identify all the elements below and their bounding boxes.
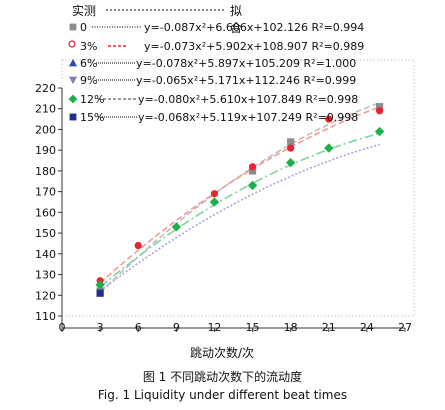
legend-equation-12: y=-0.080x²+5.610x+107.849 R²=0.998: [138, 93, 359, 106]
legend-marker: [68, 76, 78, 85]
legend-label-3: 3%: [80, 40, 98, 53]
x-tick-label: 0: [59, 321, 66, 334]
data-point-3pct: [210, 190, 219, 198]
legend-equation-0: y=-0.087x²+6.606x+102.126 R²=0.994: [144, 21, 365, 34]
data-point-3pct: [325, 115, 333, 123]
figure-caption-english: Fig. 1 Liquidity under different beat ti…: [97, 388, 348, 402]
legend-header-fitted: 拟合: [230, 4, 243, 35]
legend-header-measured: 实测: [72, 4, 97, 18]
data-point-3pct: [375, 107, 384, 115]
x-axis: 0 3 6 9 12 15 18 21 24 27: [59, 316, 412, 334]
legend-label-6: 6%: [80, 57, 98, 70]
legend-equation-6: y=-0.078x²+5.897x+105.209 R²=1.000: [136, 57, 357, 70]
x-tick-label: 15: [246, 321, 260, 334]
plot-area-border: [61, 59, 415, 317]
x-tick-label: 9: [173, 321, 180, 334]
legend-marker: [68, 94, 78, 104]
data-point-12pct: [209, 197, 220, 207]
data-point-15pct: [96, 289, 104, 297]
data-points: [95, 103, 385, 297]
data-point-12pct: [171, 222, 182, 232]
y-tick-label: 180: [35, 165, 56, 178]
legend-label-0: 0: [80, 21, 87, 34]
legend-label-12: 12%: [80, 93, 105, 106]
legend-label-15: 15%: [80, 111, 105, 124]
y-tick-label: 160: [35, 206, 56, 219]
legend-header: 实测 拟合: [72, 2, 242, 35]
fit-curve-12pct: [99, 132, 380, 288]
y-tick-label: 120: [35, 289, 56, 302]
data-point-0: [248, 167, 257, 175]
data-point-12pct: [374, 126, 385, 137]
legend-label-9: 9%: [80, 74, 98, 87]
x-tick-label: 6: [135, 321, 142, 334]
fit-curve-3pct: [99, 106, 380, 284]
data-point-0: [375, 103, 384, 111]
x-axis-label: 跳动次数/次: [190, 346, 255, 360]
x-tick-label: 3: [97, 321, 104, 334]
legend-markers: [68, 23, 142, 121]
y-axis: 110 120 130 140 150 160 170 180 190 200 210 220: [35, 82, 63, 323]
y-tick-label: 210: [35, 103, 56, 116]
data-point-3pct: [287, 144, 295, 152]
plot-frame: [61, 59, 415, 317]
y-tick-label: 190: [35, 144, 56, 157]
data-point-3pct: [134, 241, 142, 250]
y-tick-label: 200: [35, 123, 56, 136]
y-tick-label: 150: [35, 227, 56, 240]
data-point-3pct: [248, 163, 257, 171]
legend-marker: [68, 58, 78, 67]
legend-marker: [69, 23, 77, 31]
fit-curve-0: [99, 101, 380, 294]
x-tick-label: 21: [322, 321, 336, 334]
x-tick-label: 24: [360, 321, 374, 334]
legend-marker: [69, 113, 77, 121]
fit-curve-15pct: [99, 143, 380, 292]
x-tick-label: 12: [207, 321, 221, 334]
data-point-12pct: [95, 280, 105, 290]
legend-header-dots: [106, 9, 224, 11]
y-tick-label: 220: [35, 82, 56, 95]
figure-caption-chinese: 图 1 不同跳动次数下的流动度: [142, 370, 303, 384]
legend-equation-3: y=-0.073x²+5.902x+108.907 R²=0.989: [144, 40, 365, 53]
data-point-0: [287, 138, 295, 146]
y-tick-label: 170: [35, 186, 56, 199]
x-tick-label: 27: [398, 321, 412, 334]
y-tick-label: 110: [35, 310, 56, 323]
legend-equation-9: y=-0.065x²+5.171x+112.246 R²=0.999: [136, 74, 357, 87]
y-tick-label: 130: [35, 269, 56, 282]
data-point-12pct: [324, 143, 334, 153]
data-point-12pct: [247, 180, 258, 191]
x-tick-label: 18: [284, 321, 298, 334]
legend-marker: [68, 40, 76, 48]
legend-equation-15: y=-0.068x²+5.119x+107.249 R²=0.998: [138, 111, 359, 124]
y-tick-label: 140: [35, 248, 56, 261]
data-point-12pct: [285, 157, 296, 168]
fit-curves: [99, 101, 380, 294]
